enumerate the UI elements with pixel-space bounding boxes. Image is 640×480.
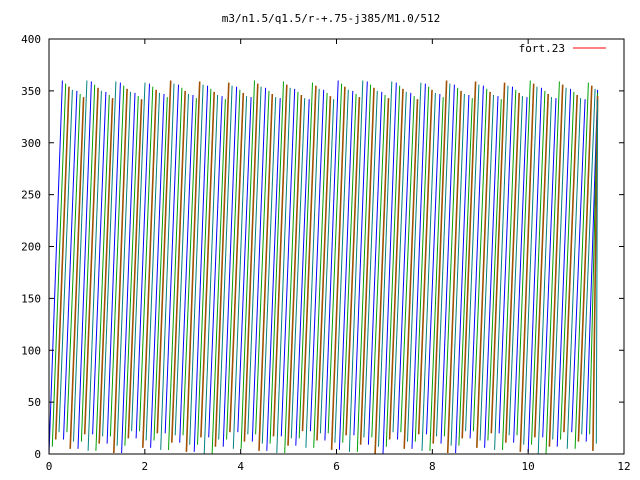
series-strand-1 [51, 80, 599, 455]
y-tick-label: 100 [21, 344, 41, 357]
x-tick-label: 0 [46, 460, 53, 473]
legend-label: fort.23 [519, 42, 565, 55]
x-tick-label: 4 [237, 460, 244, 473]
x-tick-label: 12 [617, 460, 630, 473]
y-tick-label: 50 [28, 396, 41, 409]
y-tick-label: 0 [34, 448, 41, 461]
y-tick-label: 150 [21, 292, 41, 305]
data-layer [48, 80, 599, 455]
series-strand-2 [54, 80, 599, 455]
series-strand-0 [48, 80, 599, 455]
x-tick-label: 2 [142, 460, 149, 473]
y-tick-label: 400 [21, 33, 41, 46]
y-tick-label: 200 [21, 241, 41, 254]
x-tick-label: 8 [429, 460, 436, 473]
series-strand-3 [58, 80, 599, 455]
y-tick-label: 250 [21, 189, 41, 202]
axes: 0 2 4 6 8 10 12 0 50 100 150 200 250 300 350 400 [21, 33, 631, 473]
x-tick-label: 6 [333, 460, 340, 473]
legend: fort.23 [519, 42, 606, 55]
y-tick-label: 350 [21, 85, 41, 98]
y-tick-label: 300 [21, 137, 41, 150]
x-tick-label: 10 [522, 460, 535, 473]
chart-title: m3/n1.5/q1.5/r-+.75-j385/M1.0/512 [222, 12, 441, 25]
